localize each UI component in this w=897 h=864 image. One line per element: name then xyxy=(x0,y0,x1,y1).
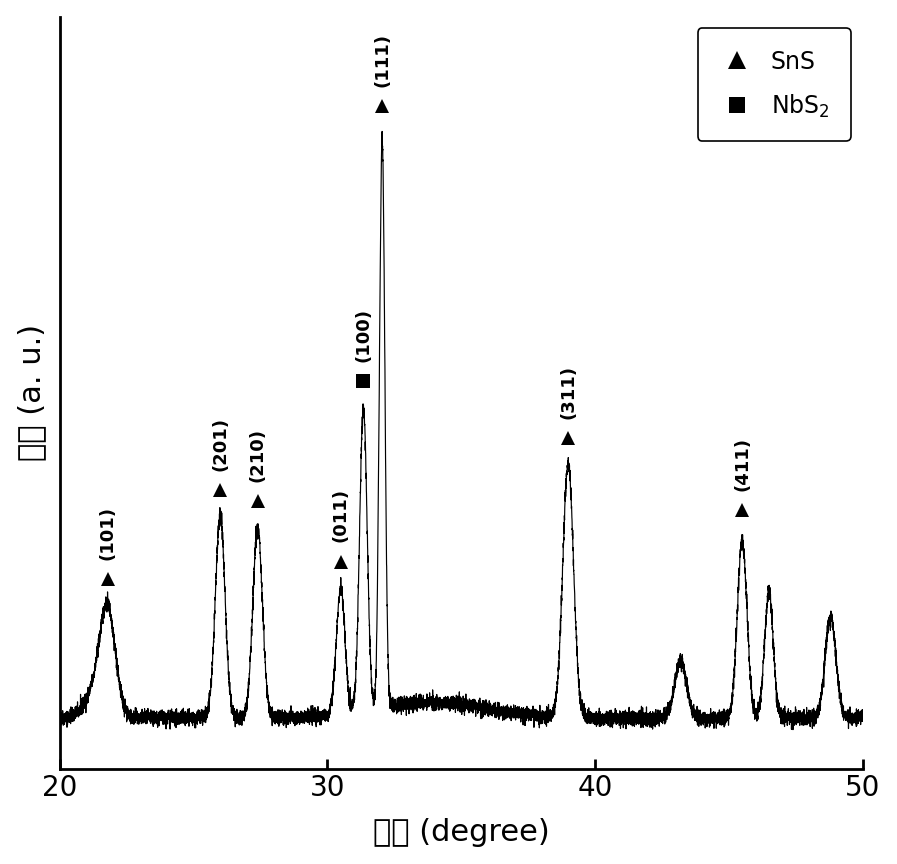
Text: (011): (011) xyxy=(332,488,350,543)
Text: (210): (210) xyxy=(248,429,266,482)
Y-axis label: 强度 (a. u.): 强度 (a. u.) xyxy=(17,324,46,461)
Text: (311): (311) xyxy=(559,365,577,419)
Text: (411): (411) xyxy=(733,437,751,491)
Legend: SnS, NbS$_2$: SnS, NbS$_2$ xyxy=(698,29,851,141)
X-axis label: 角度 (degree): 角度 (degree) xyxy=(373,818,550,848)
Text: (111): (111) xyxy=(373,33,391,87)
Text: (101): (101) xyxy=(99,505,117,560)
Text: (100): (100) xyxy=(354,308,372,362)
Text: (201): (201) xyxy=(211,417,229,471)
